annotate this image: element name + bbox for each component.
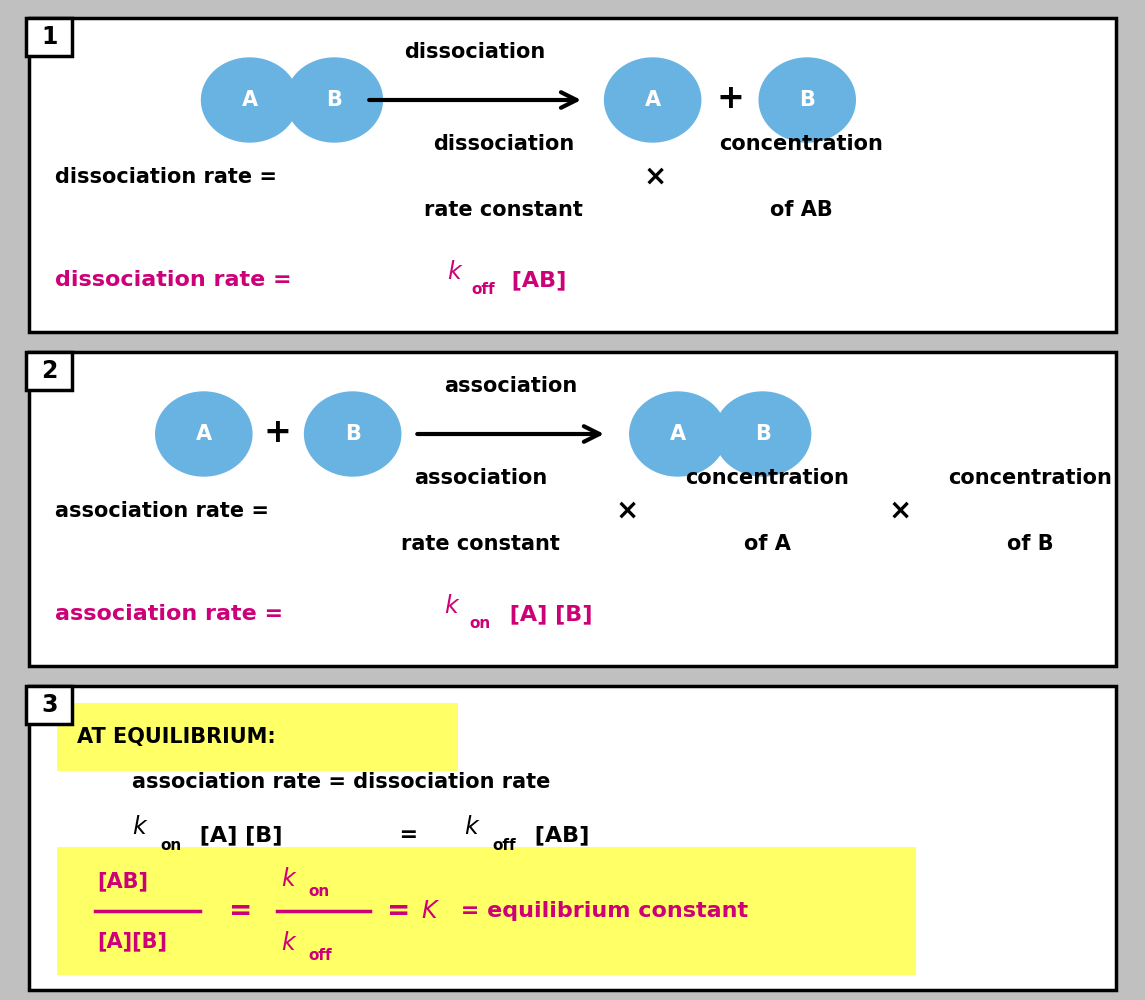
Text: $k$: $k$: [281, 867, 297, 891]
Text: $k$: $k$: [132, 815, 148, 839]
Text: 1: 1: [41, 25, 57, 49]
Text: on: on: [469, 616, 491, 632]
Text: of B: of B: [1008, 534, 1053, 554]
Text: =: =: [229, 897, 252, 925]
FancyBboxPatch shape: [29, 352, 1116, 666]
Text: [AB]: [AB]: [504, 270, 566, 290]
Text: A: A: [645, 90, 661, 110]
Text: association rate = dissociation rate: association rate = dissociation rate: [132, 772, 550, 792]
FancyBboxPatch shape: [26, 352, 72, 390]
Text: = equilibrium constant: = equilibrium constant: [453, 901, 749, 921]
Text: concentration: concentration: [719, 134, 884, 154]
Text: rate constant: rate constant: [425, 200, 583, 220]
Text: association: association: [414, 468, 547, 488]
Text: =: =: [387, 897, 429, 925]
Text: ×: ×: [643, 163, 666, 191]
Text: of A: of A: [744, 534, 790, 554]
Text: 3: 3: [41, 693, 57, 717]
Text: [A] [B]: [A] [B]: [192, 825, 283, 845]
Text: off: off: [308, 948, 332, 962]
FancyBboxPatch shape: [57, 703, 458, 771]
Text: $k$: $k$: [281, 931, 297, 955]
Text: ×: ×: [889, 497, 911, 525]
Text: [A][B]: [A][B]: [97, 931, 167, 951]
FancyBboxPatch shape: [29, 18, 1116, 332]
Text: concentration: concentration: [948, 468, 1113, 488]
Circle shape: [605, 58, 701, 142]
Text: B: B: [799, 90, 815, 110]
Text: B: B: [345, 424, 361, 444]
Text: on: on: [160, 838, 182, 852]
Text: $k$: $k$: [464, 815, 480, 839]
Text: B: B: [755, 424, 771, 444]
Text: off: off: [492, 838, 516, 852]
Circle shape: [305, 392, 401, 476]
Circle shape: [714, 392, 811, 476]
Text: concentration: concentration: [685, 468, 850, 488]
Text: [AB]: [AB]: [527, 825, 589, 845]
Text: dissociation rate =: dissociation rate =: [55, 270, 299, 290]
Text: [AB]: [AB]: [97, 871, 149, 891]
FancyBboxPatch shape: [57, 847, 916, 975]
Text: association: association: [444, 376, 577, 396]
Text: ×: ×: [616, 497, 639, 525]
Text: rate constant: rate constant: [402, 534, 560, 554]
Text: off: off: [472, 282, 496, 297]
Text: A: A: [670, 424, 686, 444]
Text: $K$: $K$: [421, 899, 441, 923]
Circle shape: [156, 392, 252, 476]
Text: $k$: $k$: [447, 260, 463, 284]
Text: =: =: [384, 825, 433, 845]
Text: $k$: $k$: [444, 594, 460, 618]
Text: association rate =: association rate =: [55, 501, 269, 521]
Text: A: A: [242, 90, 258, 110]
Text: on: on: [308, 884, 330, 898]
Text: B: B: [326, 90, 342, 110]
Text: [A] [B]: [A] [B]: [502, 604, 592, 624]
Text: AT EQUILIBRIUM:: AT EQUILIBRIUM:: [77, 727, 276, 747]
Circle shape: [630, 392, 726, 476]
Text: dissociation: dissociation: [433, 134, 575, 154]
Text: association rate =: association rate =: [55, 604, 291, 624]
Circle shape: [202, 58, 298, 142]
Text: 2: 2: [41, 359, 57, 383]
Circle shape: [759, 58, 855, 142]
Text: dissociation: dissociation: [404, 42, 546, 62]
Text: of AB: of AB: [771, 200, 832, 220]
Text: +: +: [263, 416, 291, 448]
Circle shape: [286, 58, 382, 142]
FancyBboxPatch shape: [26, 18, 72, 56]
FancyBboxPatch shape: [29, 686, 1116, 990]
FancyBboxPatch shape: [26, 686, 72, 724]
Text: dissociation rate =: dissociation rate =: [55, 167, 277, 187]
Text: A: A: [196, 424, 212, 444]
Text: +: +: [717, 82, 744, 115]
